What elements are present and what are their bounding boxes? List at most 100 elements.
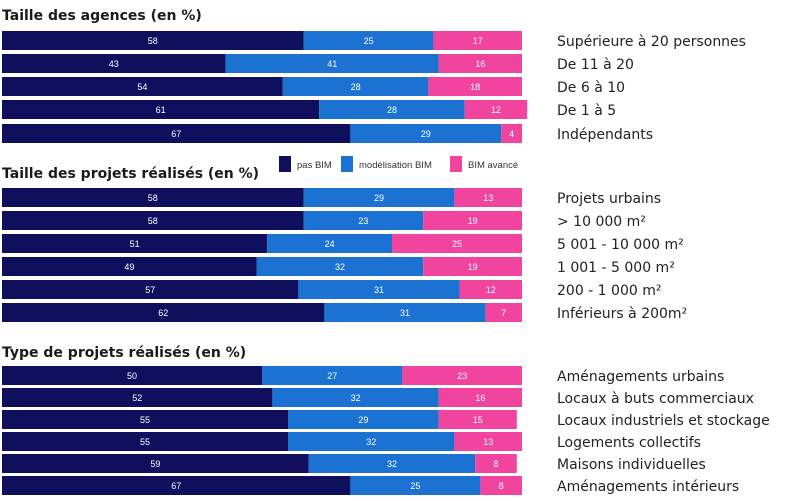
value-label-pas-bim: 58 xyxy=(148,193,158,203)
value-label-modelisation-bim: 23 xyxy=(358,216,368,226)
legend-swatch-bim-avance xyxy=(450,156,462,172)
section-title: Taille des agences (en %) xyxy=(2,8,202,24)
bar-row: 57 31 12 200 - 1 000 m² xyxy=(2,280,661,299)
value-label-pas-bim: 49 xyxy=(124,262,134,272)
value-label-modelisation-bim: 29 xyxy=(374,193,384,203)
value-label-bim-avance: 4 xyxy=(509,129,514,139)
bar-row: 59 32 8 Maisons individuelles xyxy=(2,454,706,473)
bar-row: 61 28 12 De 1 à 5 xyxy=(2,100,616,119)
bar-segment-bim-avance xyxy=(464,100,528,119)
category-label: 200 - 1 000 m² xyxy=(557,283,661,299)
bar-segment-bim-avance xyxy=(501,124,522,143)
bar-segment-pas-bim xyxy=(2,124,351,143)
bar-segment-bim-avance xyxy=(438,54,522,73)
chart-section-2: Taille des projets réalisés (en %) 58 29 13… xyxy=(2,166,687,322)
bar-segment-pas-bim xyxy=(2,388,273,407)
bar-segment-bim-avance xyxy=(433,31,522,50)
legend-swatch-modelisation-bim xyxy=(341,156,353,172)
value-label-modelisation-bim: 28 xyxy=(387,105,397,115)
value-label-bim-avance: 13 xyxy=(483,193,493,203)
bar-segment-modelisation-bim xyxy=(282,77,429,96)
bar-segment-modelisation-bim xyxy=(272,388,439,407)
value-label-pas-bim: 59 xyxy=(150,459,160,469)
value-label-bim-avance: 17 xyxy=(473,36,483,46)
bar-segment-pas-bim xyxy=(2,410,288,429)
value-label-pas-bim: 51 xyxy=(130,239,140,249)
value-label-bim-avance: 12 xyxy=(486,285,496,295)
bar-segment-pas-bim xyxy=(2,188,304,207)
bar-segment-pas-bim xyxy=(2,432,288,451)
bar-segment-modelisation-bim xyxy=(308,454,476,473)
value-label-pas-bim: 43 xyxy=(109,59,119,69)
bar-segment-modelisation-bim xyxy=(298,280,460,299)
bar-segment-bim-avance xyxy=(392,234,522,253)
bar-segment-bim-avance xyxy=(438,388,522,407)
category-label: Aménagements urbains xyxy=(557,369,724,385)
value-label-pas-bim: 55 xyxy=(140,415,150,425)
bar-segment-bim-avance xyxy=(480,476,522,495)
value-label-modelisation-bim: 32 xyxy=(335,262,345,272)
value-label-bim-avance: 15 xyxy=(473,415,483,425)
value-label-modelisation-bim: 25 xyxy=(410,481,420,491)
bar-row: 58 25 17 Supérieure à 20 personnes xyxy=(2,31,746,50)
value-label-modelisation-bim: 28 xyxy=(351,82,361,92)
chart-section-1: Taille des agences (en %) 58 25 17 Supérieur… xyxy=(2,8,746,143)
category-label: De 1 à 5 xyxy=(557,103,616,119)
bar-segment-pas-bim xyxy=(2,31,304,50)
value-label-pas-bim: 58 xyxy=(148,36,158,46)
bar-segment-pas-bim xyxy=(2,257,257,276)
value-label-pas-bim: 50 xyxy=(127,371,137,381)
bar-segment-bim-avance xyxy=(475,454,517,473)
value-label-bim-avance: 19 xyxy=(468,262,478,272)
value-label-modelisation-bim: 29 xyxy=(358,415,368,425)
bar-segment-modelisation-bim xyxy=(262,366,403,385)
bar-row: 67 25 8 Aménagements intérieurs xyxy=(2,476,739,495)
value-label-bim-avance: 12 xyxy=(491,105,501,115)
legend-swatch-pas-bim xyxy=(279,156,291,172)
category-label: De 6 à 10 xyxy=(557,80,625,96)
bar-segment-pas-bim xyxy=(2,280,299,299)
section-title: Taille des projets réalisés (en %) xyxy=(2,166,259,182)
value-label-bim-avance: 8 xyxy=(493,459,498,469)
bar-row: 55 32 13 Logements collectifs xyxy=(2,432,701,451)
bar-row: 49 32 19 1 001 - 5 000 m² xyxy=(2,257,675,276)
value-label-pas-bim: 58 xyxy=(148,216,158,226)
bar-segment-pas-bim xyxy=(2,234,268,253)
category-label: Locaux à buts commerciaux xyxy=(557,391,754,407)
chart-legend: pas BIM modélisation BIM BIM avancé xyxy=(279,156,518,172)
category-label: De 11 à 20 xyxy=(557,57,634,73)
bar-segment-modelisation-bim xyxy=(288,432,455,451)
bar-segment-bim-avance xyxy=(459,280,522,299)
value-label-modelisation-bim: 31 xyxy=(400,308,410,318)
bar-segment-bim-avance xyxy=(423,257,522,276)
value-label-bim-avance: 16 xyxy=(475,393,485,403)
chart-section-3: Type de projets réalisés (en %) 50 27 23 Amé… xyxy=(2,345,770,495)
bar-segment-bim-avance xyxy=(438,410,517,429)
category-label: Supérieure à 20 personnes xyxy=(557,34,746,50)
bar-segment-modelisation-bim xyxy=(288,410,439,429)
category-label: > 10 000 m² xyxy=(557,214,646,230)
category-label: Projets urbains xyxy=(557,191,661,207)
bar-segment-pas-bim xyxy=(2,303,325,322)
bar-segment-modelisation-bim xyxy=(256,257,424,276)
bar-segment-pas-bim xyxy=(2,100,320,119)
value-label-modelisation-bim: 32 xyxy=(387,459,397,469)
bar-segment-modelisation-bim xyxy=(303,188,455,207)
bar-row: 58 23 19 > 10 000 m² xyxy=(2,211,646,230)
bar-segment-bim-avance xyxy=(423,211,522,230)
category-label: Inférieurs à 200m² xyxy=(557,306,687,322)
bar-row: 50 27 23 Aménagements urbains xyxy=(2,366,724,385)
value-label-pas-bim: 61 xyxy=(156,105,166,115)
category-label: Indépendants xyxy=(557,127,653,143)
category-label: 1 001 - 5 000 m² xyxy=(557,260,675,276)
value-label-bim-avance: 18 xyxy=(470,82,480,92)
value-label-modelisation-bim: 32 xyxy=(351,393,361,403)
value-label-modelisation-bim: 29 xyxy=(421,129,431,139)
bar-segment-modelisation-bim xyxy=(324,303,486,322)
bar-segment-bim-avance xyxy=(454,432,522,451)
legend-label-bim-avance: BIM avancé xyxy=(468,160,518,171)
value-label-modelisation-bim: 41 xyxy=(327,59,337,69)
bar-segment-modelisation-bim xyxy=(225,54,439,73)
category-label: 5 001 - 10 000 m² xyxy=(557,237,684,253)
